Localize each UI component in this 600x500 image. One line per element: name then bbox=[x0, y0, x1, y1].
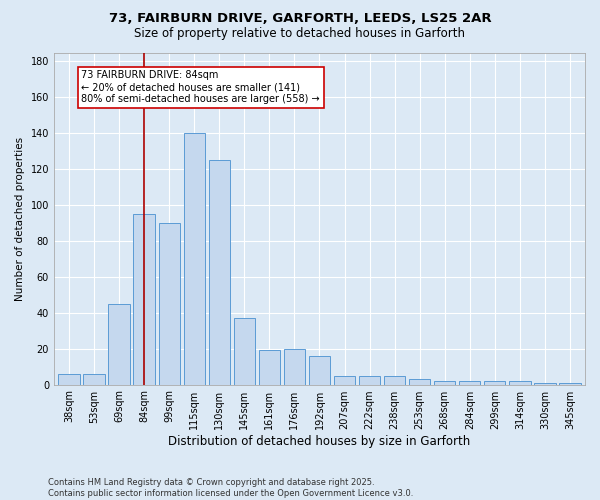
Bar bbox=[309, 356, 330, 384]
Bar bbox=[359, 376, 380, 384]
Bar bbox=[233, 318, 255, 384]
Bar bbox=[184, 134, 205, 384]
Bar bbox=[559, 383, 581, 384]
Bar bbox=[534, 383, 556, 384]
X-axis label: Distribution of detached houses by size in Garforth: Distribution of detached houses by size … bbox=[169, 434, 470, 448]
Bar bbox=[434, 381, 455, 384]
Bar bbox=[409, 379, 430, 384]
Text: 73, FAIRBURN DRIVE, GARFORTH, LEEDS, LS25 2AR: 73, FAIRBURN DRIVE, GARFORTH, LEEDS, LS2… bbox=[109, 12, 491, 26]
Bar bbox=[459, 381, 481, 384]
Bar bbox=[83, 374, 104, 384]
Y-axis label: Number of detached properties: Number of detached properties bbox=[15, 136, 25, 300]
Bar bbox=[484, 381, 505, 384]
Bar bbox=[334, 376, 355, 384]
Bar bbox=[509, 381, 530, 384]
Text: Size of property relative to detached houses in Garforth: Size of property relative to detached ho… bbox=[134, 28, 466, 40]
Bar bbox=[133, 214, 155, 384]
Bar bbox=[284, 348, 305, 384]
Text: Contains HM Land Registry data © Crown copyright and database right 2025.
Contai: Contains HM Land Registry data © Crown c… bbox=[48, 478, 413, 498]
Bar bbox=[259, 350, 280, 384]
Bar bbox=[158, 223, 180, 384]
Bar bbox=[109, 304, 130, 384]
Bar bbox=[209, 160, 230, 384]
Text: 73 FAIRBURN DRIVE: 84sqm
← 20% of detached houses are smaller (141)
80% of semi-: 73 FAIRBURN DRIVE: 84sqm ← 20% of detach… bbox=[82, 70, 320, 104]
Bar bbox=[58, 374, 80, 384]
Bar bbox=[384, 376, 405, 384]
